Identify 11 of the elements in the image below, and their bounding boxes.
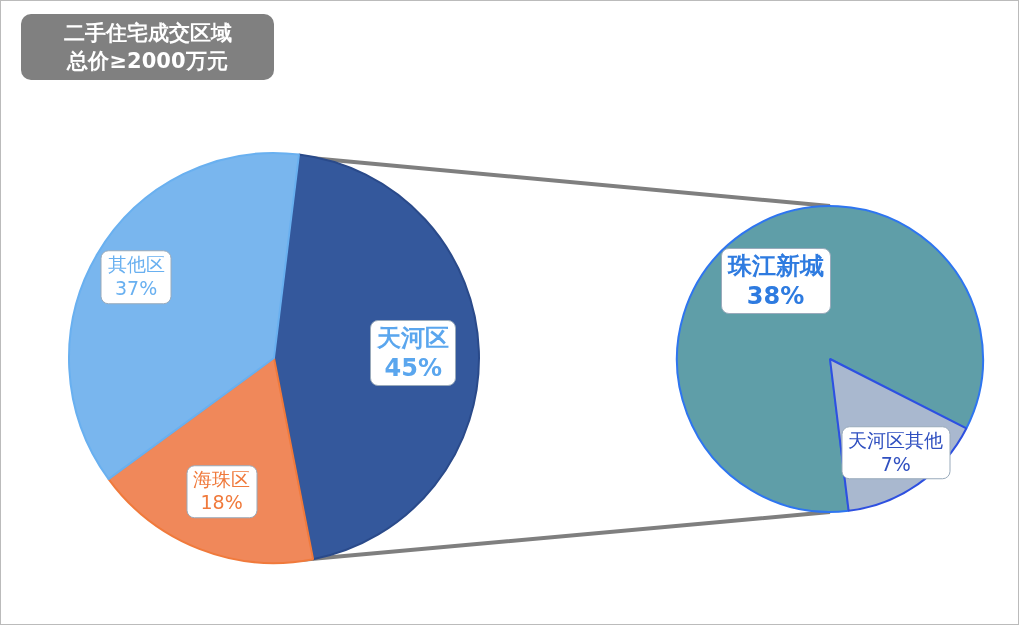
data-label: 37%	[113, 277, 159, 301]
slice-label: 天河区其他	[848, 429, 944, 453]
slice-label: 海珠区	[193, 467, 251, 492]
chart-title: 二手住宅成交区域总价≥2000万元	[21, 14, 274, 80]
data-label: 45%	[383, 353, 444, 384]
slice-label: 其他区	[107, 253, 165, 278]
slice-label: 珠江新城	[727, 251, 824, 282]
slice-label: 天河区	[377, 323, 450, 354]
data-label: 38%	[745, 281, 806, 312]
data-label: 18%	[199, 491, 244, 516]
data-label: 7%	[879, 452, 912, 477]
